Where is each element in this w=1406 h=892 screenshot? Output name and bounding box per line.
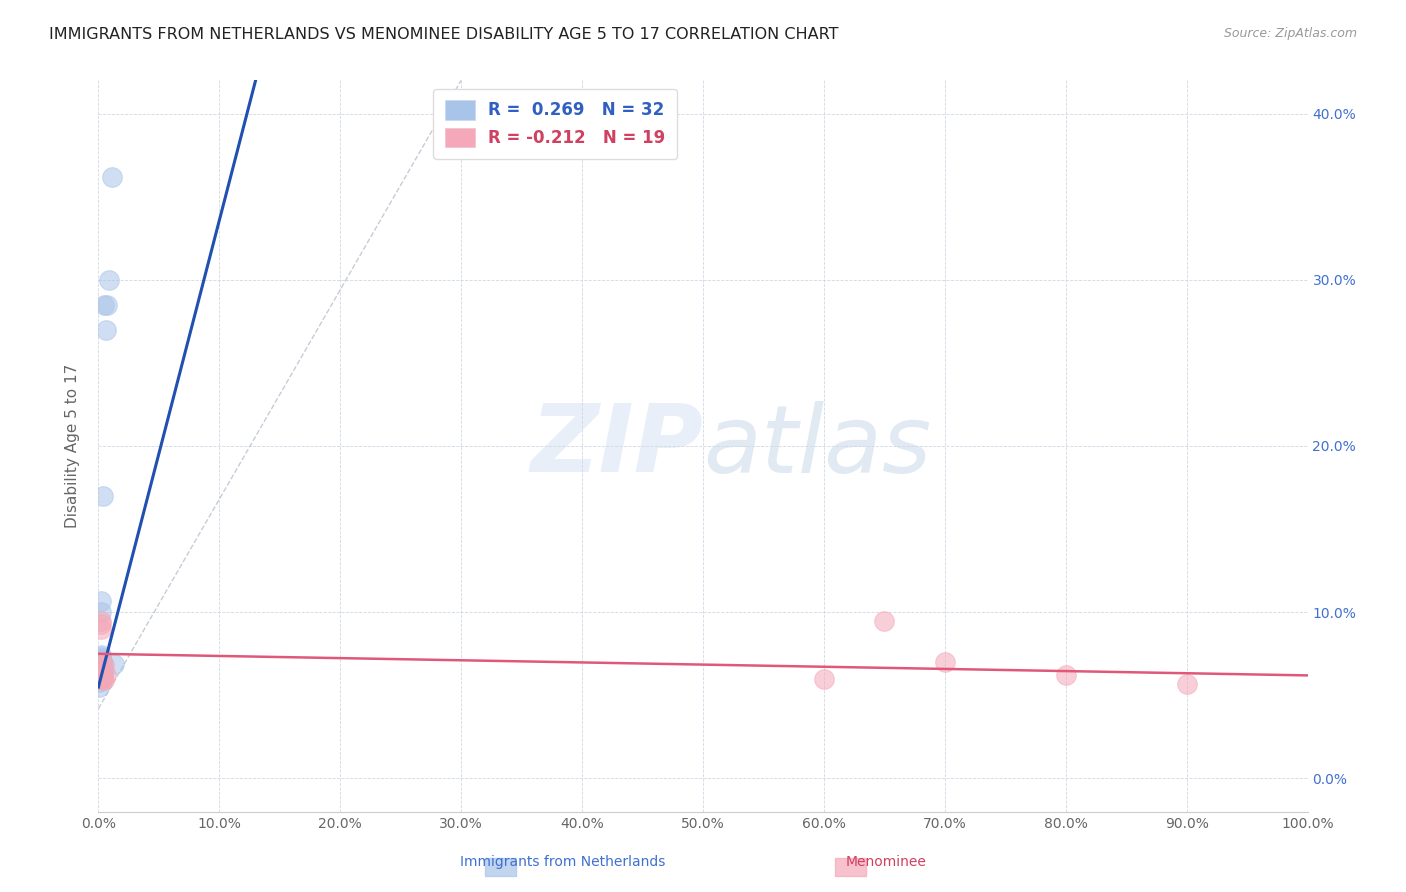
Y-axis label: Disability Age 5 to 17: Disability Age 5 to 17 <box>65 364 80 528</box>
Point <box>93 298 115 312</box>
Point <box>90 650 112 665</box>
Point <box>93 658 115 673</box>
Point <box>91 658 114 673</box>
Point <box>90 593 112 607</box>
Point <box>91 666 114 681</box>
Point <box>89 672 111 686</box>
Point <box>1054 668 1077 682</box>
Point <box>87 680 110 694</box>
Point <box>87 672 110 686</box>
Point <box>91 489 114 503</box>
Point <box>91 657 114 671</box>
Point <box>90 666 112 681</box>
Legend: R =  0.269   N = 32, R = -0.212   N = 19: R = 0.269 N = 32, R = -0.212 N = 19 <box>433 88 678 159</box>
Point <box>91 672 114 686</box>
Point <box>90 614 112 628</box>
Text: IMMIGRANTS FROM NETHERLANDS VS MENOMINEE DISABILITY AGE 5 TO 17 CORRELATION CHAR: IMMIGRANTS FROM NETHERLANDS VS MENOMINEE… <box>49 27 839 42</box>
Point <box>90 648 112 663</box>
Point <box>94 323 117 337</box>
Text: atlas: atlas <box>703 401 931 491</box>
Point <box>90 652 112 666</box>
Point <box>89 655 111 669</box>
Point <box>89 666 111 681</box>
Point <box>89 666 111 681</box>
Point <box>94 668 117 682</box>
Point <box>89 664 111 678</box>
Point <box>813 672 835 686</box>
Text: ZIP: ZIP <box>530 400 703 492</box>
Point <box>89 668 111 682</box>
Point <box>103 657 125 671</box>
Point <box>90 666 112 681</box>
Point <box>90 622 112 636</box>
Point <box>91 664 114 678</box>
Point <box>89 672 111 686</box>
Point <box>87 675 110 690</box>
Point <box>89 658 111 673</box>
Point <box>89 664 111 678</box>
Point <box>96 298 118 312</box>
Point <box>91 655 114 669</box>
Point <box>91 666 114 681</box>
Point <box>1175 676 1198 690</box>
Text: Menominee: Menominee <box>845 855 927 869</box>
Point <box>90 668 112 682</box>
Point <box>93 673 115 688</box>
Point <box>89 664 111 678</box>
Point <box>93 664 115 678</box>
Point <box>98 273 121 287</box>
Point <box>89 658 111 673</box>
Point <box>934 655 956 669</box>
Text: Immigrants from Netherlands: Immigrants from Netherlands <box>460 855 665 869</box>
Point <box>100 169 122 184</box>
Point <box>91 672 114 686</box>
Text: Source: ZipAtlas.com: Source: ZipAtlas.com <box>1223 27 1357 40</box>
Point <box>873 614 896 628</box>
Point <box>90 605 112 619</box>
Point <box>90 664 112 678</box>
Point <box>90 616 112 631</box>
Point <box>90 664 112 678</box>
